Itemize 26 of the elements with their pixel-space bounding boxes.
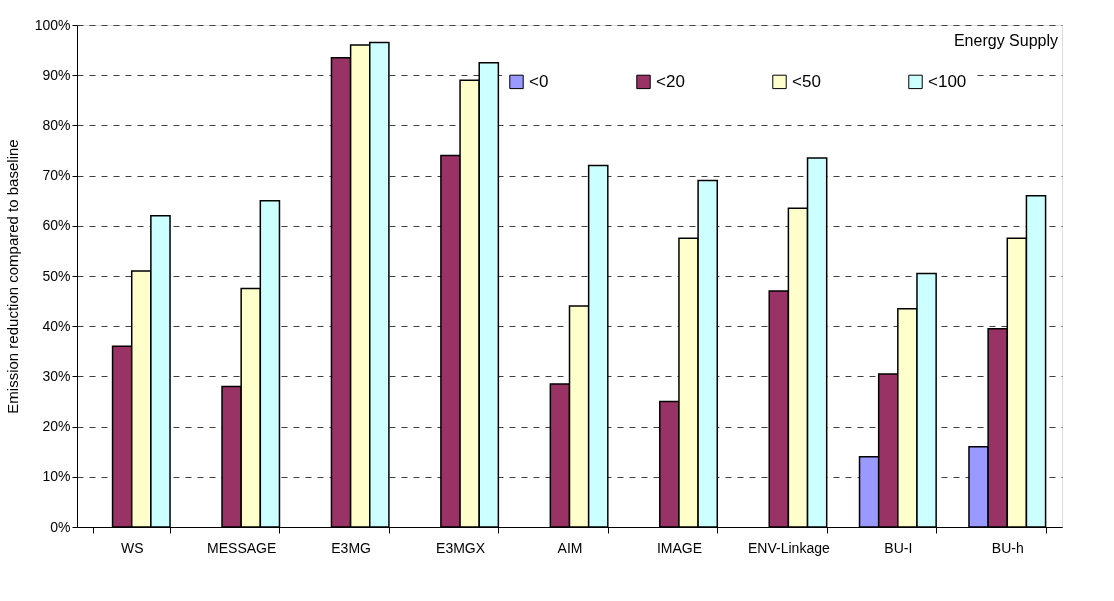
y-tick-label: 50%	[42, 267, 71, 284]
y-tick-label: 80%	[42, 116, 71, 133]
legend-label: <100	[928, 71, 967, 91]
legend-label: <20	[656, 71, 685, 91]
y-tick-label: 70%	[42, 167, 71, 184]
x-tick-label: ENV-Linkage	[748, 539, 830, 556]
x-tick-label: E3MGX	[436, 539, 486, 556]
x-tick-label: BU-h	[991, 539, 1024, 556]
legend-label: <0	[529, 71, 549, 91]
y-tick-label: 30%	[42, 367, 71, 384]
y-tick-label: 90%	[42, 66, 71, 83]
y-tick-label: 60%	[42, 217, 71, 234]
x-tick-label: WS	[120, 539, 144, 556]
x-tick-label: BU-I	[884, 539, 913, 556]
x-tick-label: E3MG	[331, 539, 371, 556]
y-axis-title: Emission reduction compared to baseline	[3, 139, 21, 414]
annotation: Energy Supply	[953, 32, 1058, 49]
y-tick-label: 0%	[50, 518, 71, 535]
x-tick-label: MESSAGE	[207, 539, 277, 556]
x-tick-label: IMAGE	[656, 539, 703, 556]
legend-label: <50	[792, 71, 821, 91]
y-tick-label: 20%	[42, 418, 71, 435]
y-tick-label: 100%	[34, 16, 71, 33]
x-tick-label: AIM	[557, 539, 583, 556]
y-tick-label: 10%	[42, 468, 71, 485]
y-tick-label: 40%	[42, 317, 71, 334]
